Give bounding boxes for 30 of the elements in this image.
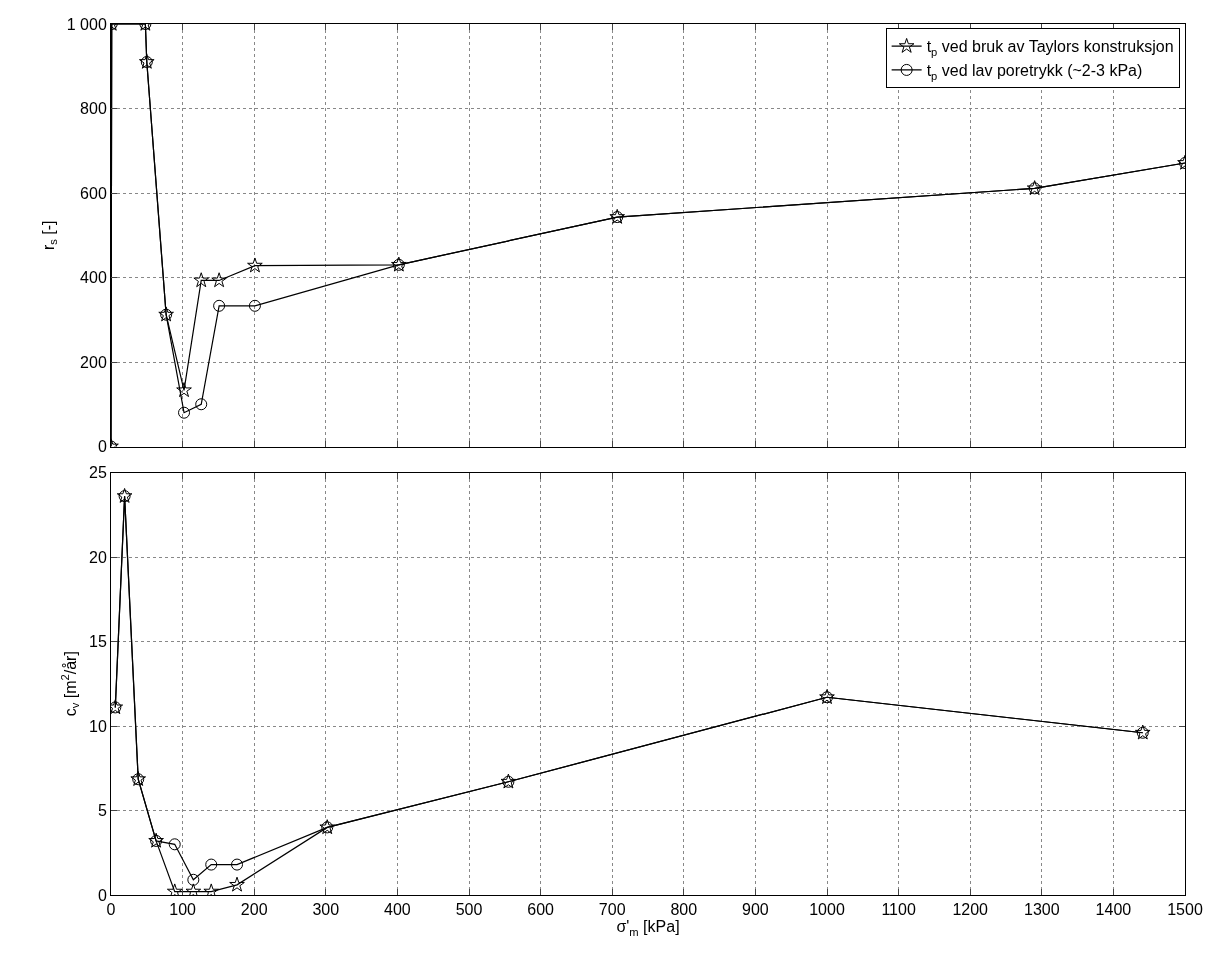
legend-label: t$_{p}$ ved lav poretrykk (~2-3 kPa) — [926, 62, 1143, 82]
x-axis-title: σ'$_{m}$ [kPa] — [616, 918, 680, 938]
x-tick-label: 600 — [527, 901, 555, 919]
y-tick-label: 1 000 — [66, 15, 107, 33]
x-tick-label: 1400 — [1095, 901, 1132, 919]
x-tick-label: 200 — [240, 901, 268, 919]
x-tick-label: 1100 — [881, 901, 916, 919]
y-tick-label: 400 — [80, 269, 107, 287]
x-tick-label: 300 — [312, 901, 340, 919]
x-tick-label: 1300 — [1024, 901, 1060, 919]
x-tick-label: 400 — [384, 901, 411, 919]
x-tick-label: 100 — [169, 901, 197, 919]
y-tick-label: 5 — [97, 802, 107, 820]
y-tick-label: 200 — [80, 353, 107, 371]
x-tick-label: 1500 — [1167, 901, 1203, 919]
y-tick-label: 0 — [97, 438, 107, 456]
y-tick-label: 800 — [80, 100, 107, 118]
x-tick-label: 1000 — [809, 901, 845, 919]
y-tick-label: 10 — [89, 717, 107, 735]
x-tick-label: 900 — [742, 901, 769, 919]
x-tick-label: 700 — [598, 901, 626, 919]
x-tick-label: 1200 — [952, 901, 989, 919]
y-tick-label: 15 — [89, 633, 107, 651]
y-tick-label: 0 — [97, 886, 107, 904]
x-tick-label: 800 — [670, 901, 698, 919]
x-tick-label: 500 — [455, 901, 483, 919]
legend-label: t$_{p}$ ved bruk av Taylors konstruksjon — [926, 38, 1174, 58]
y-tick-label: 600 — [80, 184, 107, 202]
y-tick-label: 25 — [89, 464, 107, 482]
y-tick-label: 20 — [89, 548, 107, 566]
